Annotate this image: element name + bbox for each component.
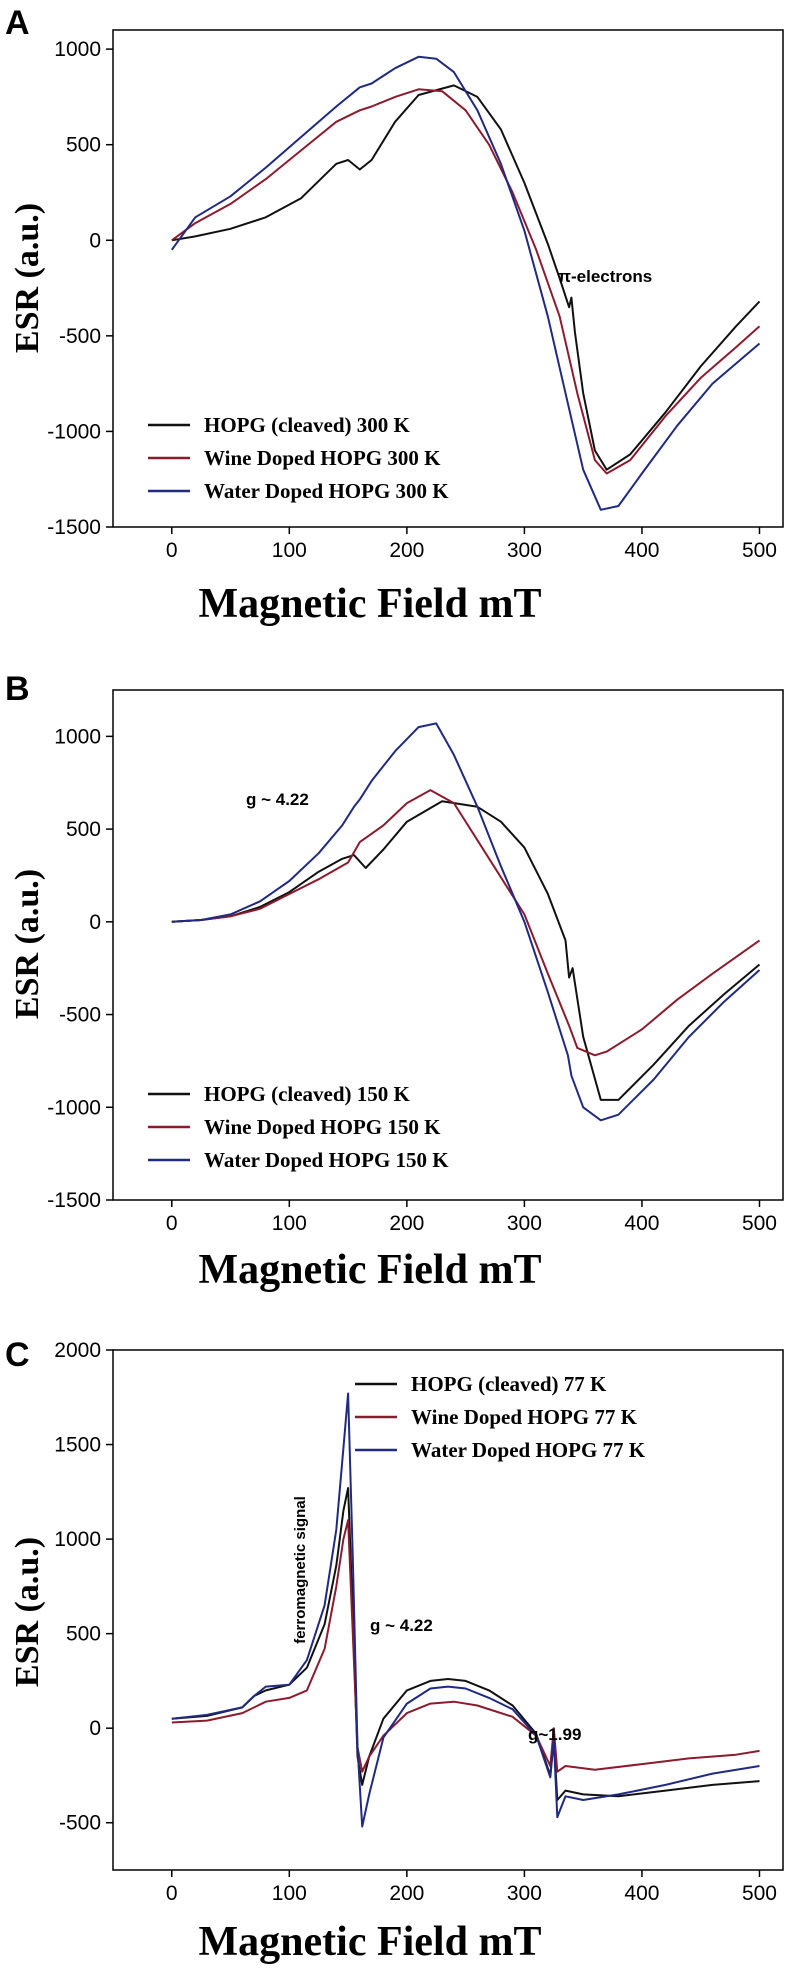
panel-letter: A: [5, 4, 30, 42]
chart-panel-b: B 0 100 200 300 400 500 -1500 -1000 -500 0 500 1000 M…: [5, 670, 784, 1293]
y-tick-label: 0: [89, 911, 101, 934]
plot-frame: [112, 689, 784, 1201]
series-line-1: [171, 1487, 760, 1801]
x-tick-label: 0: [166, 1882, 178, 1905]
x-tick-label: 400: [624, 1212, 659, 1235]
x-tick-label: 400: [624, 1882, 659, 1905]
y-tick-label: 1000: [54, 1528, 101, 1551]
x-tick-label: 500: [742, 1882, 777, 1905]
x-tick-label: 300: [507, 1212, 542, 1235]
legend-label: Water Doped HOPG 150 K: [204, 1148, 449, 1172]
legend-label: Wine Doped HOPG 150 K: [204, 1115, 441, 1139]
y-tick-label: -1500: [47, 516, 101, 539]
series-line-1: [171, 84, 761, 471]
x-tick-label: 100: [272, 1212, 307, 1235]
chart-panel-a: A 0 100 200 300 400 500 -1500 -1000 -500 0 500 1000 M…: [5, 4, 784, 627]
annotation: g ~ 4.22: [246, 790, 309, 809]
y-tick-label: 1500: [54, 1434, 101, 1457]
legend-label: HOPG (cleaved) 77 K: [411, 1372, 607, 1396]
annotation: g~1.99: [528, 1725, 581, 1744]
legend-label: HOPG (cleaved) 150 K: [204, 1082, 411, 1106]
y-tick-label: 1000: [54, 38, 101, 61]
y-tick-label: 500: [66, 134, 101, 157]
series-line-2: [171, 1519, 760, 1773]
x-axis-title: Magnetic Field mT: [199, 581, 542, 627]
x-tick-label: 100: [272, 539, 307, 562]
x-tick-label: 200: [389, 1882, 424, 1905]
chart-panel-c: C 0 100 200 300 400 500 -500 0 500 1000 1500 2000 Mag…: [5, 1336, 784, 1965]
y-tick-label: -1000: [47, 1096, 101, 1119]
y-tick-label: -500: [59, 1812, 101, 1835]
legend: HOPG (cleaved) 300 K Wine Doped HOPG 300 …: [148, 413, 449, 503]
y-tick-label: -1000: [47, 420, 101, 443]
series-line-3: [171, 1392, 760, 1828]
y-tick-label: -500: [59, 1004, 101, 1027]
y-tick-label: -1500: [47, 1189, 101, 1212]
annotation: ferromagnetic signal: [292, 1496, 309, 1644]
annotation: π-electrons: [558, 267, 652, 286]
x-axis-title: Magnetic Field mT: [199, 1247, 542, 1293]
x-tick-label: 0: [166, 539, 178, 562]
series-line-1: [171, 800, 761, 1101]
series-line-3: [171, 722, 761, 1122]
legend-label: Water Doped HOPG 300 K: [204, 479, 449, 503]
panel-letter: C: [5, 1336, 30, 1374]
x-tick-label: 200: [389, 539, 424, 562]
y-axis-title: ESR (a.u.): [9, 1537, 46, 1687]
legend-label: HOPG (cleaved) 300 K: [204, 413, 411, 437]
x-tick-label: 500: [742, 539, 777, 562]
x-tick-label: 400: [624, 539, 659, 562]
x-tick-label: 500: [742, 1212, 777, 1235]
series-line-2: [171, 88, 761, 475]
x-tick-label: 300: [507, 539, 542, 562]
y-tick-label: 0: [89, 1717, 101, 1740]
y-tick-label: 500: [66, 818, 101, 841]
legend: HOPG (cleaved) 150 K Wine Doped HOPG 150 …: [148, 1082, 449, 1172]
y-tick-label: 500: [66, 1623, 101, 1646]
panel-letter: B: [5, 670, 30, 708]
y-tick-label: 2000: [54, 1339, 101, 1362]
y-tick-label: 1000: [54, 725, 101, 748]
series-line-2: [171, 789, 761, 1057]
x-tick-label: 300: [507, 1882, 542, 1905]
annotation: g ~ 4.22: [370, 1616, 433, 1635]
y-tick-label: -500: [59, 325, 101, 348]
legend: HOPG (cleaved) 77 K Wine Doped HOPG 77 K W…: [355, 1372, 646, 1462]
legend-label: Water Doped HOPG 77 K: [411, 1438, 646, 1462]
series-line-3: [170, 55, 761, 511]
x-tick-label: 200: [389, 1212, 424, 1235]
x-tick-label: 100: [272, 1882, 307, 1905]
y-axis-title: ESR (a.u.): [9, 203, 46, 353]
plot-frame: [112, 1349, 784, 1871]
legend-label: Wine Doped HOPG 300 K: [204, 446, 441, 470]
x-axis-title: Magnetic Field mT: [199, 1919, 542, 1965]
x-tick-label: 0: [166, 1212, 178, 1235]
plot-frame: [112, 29, 784, 528]
y-axis-title: ESR (a.u.): [9, 869, 46, 1019]
y-tick-label: 0: [89, 229, 101, 252]
legend-label: Wine Doped HOPG 77 K: [411, 1405, 638, 1429]
